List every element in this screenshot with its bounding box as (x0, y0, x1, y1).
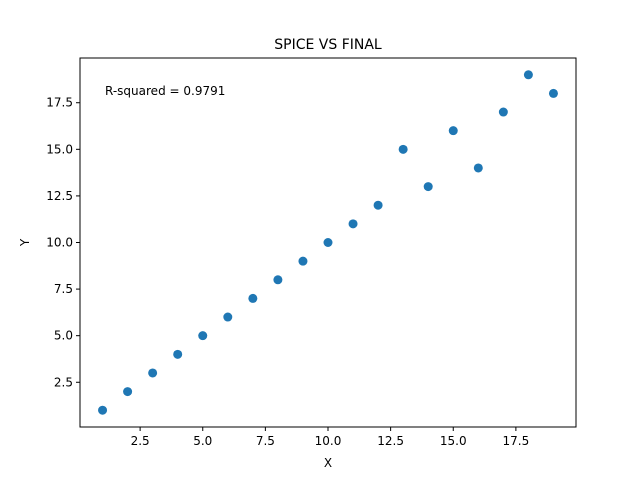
data-point-4 (173, 349, 183, 359)
data-point-17 (498, 107, 508, 117)
y-axis-ticks: 2.5 5.0 7.5 10.0 12.5 15.0 17.5 (46, 96, 80, 389)
data-point-6 (223, 312, 233, 322)
data-point-16 (473, 163, 483, 173)
x-tick-label: 17.5 (503, 434, 530, 448)
data-point-9 (298, 256, 308, 266)
data-point-3 (148, 368, 158, 378)
data-point-5 (198, 331, 208, 341)
data-point-7 (248, 293, 258, 303)
data-point-18 (523, 70, 533, 80)
chart-title: SPICE VS FINAL (274, 37, 382, 53)
y-tick-label: 15.0 (46, 142, 73, 156)
x-axis-label: X (324, 456, 332, 470)
data-point-10 (323, 238, 333, 247)
data-point-11 (348, 219, 358, 229)
r-squared-annotation: R-squared = 0.9791 (105, 84, 225, 98)
data-point-2 (123, 387, 133, 397)
x-tick-label: 10.0 (315, 434, 342, 448)
y-tick-label: 17.5 (46, 96, 73, 110)
data-point-13 (398, 144, 408, 154)
data-point-1 (98, 405, 108, 415)
x-tick-label: 2.5 (131, 434, 150, 448)
x-tick-label: 5.0 (193, 434, 212, 448)
data-point-14 (423, 182, 433, 192)
data-point-15 (448, 126, 458, 136)
data-points (98, 70, 558, 415)
y-axis-label: Y (18, 238, 32, 247)
data-point-8 (273, 275, 283, 285)
x-tick-label: 12.5 (377, 434, 404, 448)
y-tick-label: 10.0 (46, 236, 73, 250)
x-tick-label: 7.5 (256, 434, 275, 448)
y-tick-label: 7.5 (54, 282, 73, 296)
x-axis-ticks: 2.5 5.0 7.5 10.0 12.5 15.0 17.5 (131, 427, 530, 448)
y-tick-label: 12.5 (46, 189, 73, 203)
data-point-19 (548, 88, 558, 98)
y-tick-label: 2.5 (54, 375, 73, 389)
y-tick-label: 5.0 (54, 329, 73, 343)
data-point-12 (373, 200, 383, 210)
x-tick-label: 15.0 (440, 434, 467, 448)
